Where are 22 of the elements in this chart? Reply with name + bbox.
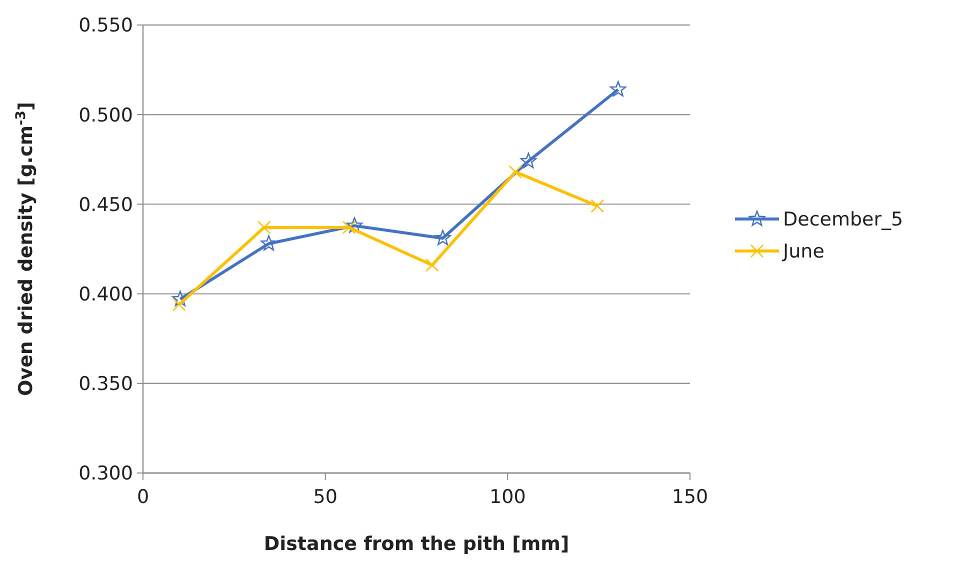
y-tick-label: 0.400 xyxy=(78,283,133,306)
y-tick-label: 0.300 xyxy=(78,462,133,485)
point xyxy=(257,220,271,234)
point xyxy=(520,152,537,168)
point xyxy=(610,81,626,96)
point xyxy=(590,199,604,213)
x-tick-label: 0 xyxy=(136,486,150,508)
point xyxy=(434,230,451,246)
legend-label: December_5 xyxy=(783,208,904,231)
y-tick-label: 0.450 xyxy=(78,194,133,216)
point xyxy=(346,217,363,233)
x-axis-title: Distance from the pith [mm] xyxy=(264,533,570,555)
x-tick-label: 150 xyxy=(672,486,708,508)
point xyxy=(508,165,522,179)
x-tick-label: 100 xyxy=(490,486,526,508)
y-tick-label: 0.500 xyxy=(78,104,133,126)
legend-label: June xyxy=(782,240,824,263)
y-tick-label: 0.350 xyxy=(78,373,133,396)
point xyxy=(426,258,439,272)
x-tick-label: 50 xyxy=(313,486,338,508)
y-tick-label: 0.550 xyxy=(78,14,133,37)
point xyxy=(260,235,277,251)
